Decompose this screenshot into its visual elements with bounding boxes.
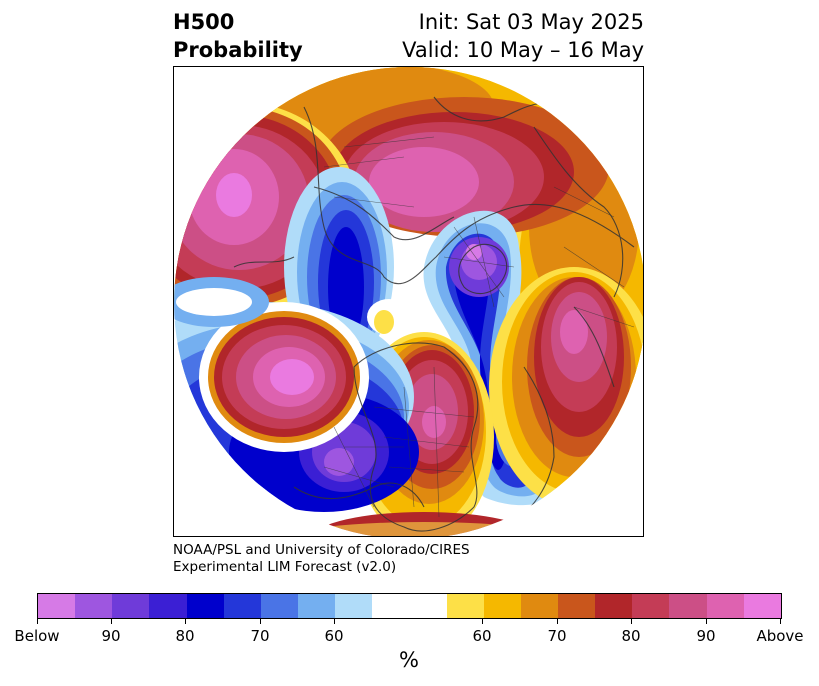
neutral-patch-left [176, 288, 252, 316]
colorbar-units-label: % [399, 648, 419, 672]
colorbar-segment [149, 594, 187, 618]
polar-map [173, 66, 644, 537]
above-anomaly-arctic [319, 97, 609, 237]
colorbar-tick [557, 619, 558, 624]
colorbar-tick [706, 619, 707, 624]
map-title: H500 [173, 10, 235, 34]
colorbar-tick-label: Below [14, 627, 60, 645]
colorbar-segment [520, 594, 558, 618]
credit-line-1: NOAA/PSL and University of Colorado/CIRE… [173, 542, 470, 558]
colorbar-tick [631, 619, 632, 624]
colorbar-tick-label: 70 [547, 627, 567, 645]
colorbar-tick [334, 619, 335, 624]
colorbar-tick [260, 619, 261, 624]
colorbar-segment [743, 594, 781, 618]
colorbar-segment [223, 594, 261, 618]
above-anomaly-left [199, 302, 369, 452]
colorbar-tick-label: 70 [250, 627, 270, 645]
colorbar [37, 593, 782, 619]
colorbar-tick-label: Above [756, 627, 804, 645]
colorbar-segment [372, 594, 410, 618]
above-anomaly-right [489, 267, 643, 507]
warm-patch [374, 310, 394, 334]
colorbar-segment [186, 594, 224, 618]
colorbar-tick [37, 619, 38, 624]
colorbar-tick [111, 619, 112, 624]
colorbar-tick-label: 90 [101, 627, 121, 645]
colorbar-tick [482, 619, 483, 624]
borders [323, 136, 635, 518]
colorbar-tick [780, 619, 781, 624]
colorbar-tick-label: 80 [175, 627, 195, 645]
colorbar-segment [260, 594, 298, 618]
map-subtitle: Probability [173, 38, 303, 62]
colorbar-segment [297, 594, 336, 618]
colorbar-segment [446, 594, 484, 618]
colorbar-tick [185, 619, 186, 624]
colorbar-segment [75, 594, 113, 618]
colorbar-segment [483, 594, 521, 618]
colorbar-segment [595, 594, 633, 618]
colorbar-tick-label: 60 [472, 627, 492, 645]
probability-field [174, 67, 643, 536]
colorbar-segment [669, 594, 707, 618]
colorbar-segment [38, 594, 76, 618]
colorbar-tick-label: 60 [324, 627, 344, 645]
credit-line-2: Experimental LIM Forecast (v2.0) [173, 559, 397, 575]
colorbar-segment [409, 594, 447, 618]
init-date-label: Init: Sat 03 May 2025 [418, 10, 644, 34]
colorbar-tick-label: 90 [696, 627, 716, 645]
colorbar-segment [335, 594, 373, 618]
colorbar-segment [706, 594, 744, 618]
colorbar-tick-label: 80 [621, 627, 641, 645]
colorbar-segment [112, 594, 150, 618]
valid-range-label: Valid: 10 May – 16 May [402, 38, 644, 62]
colorbar-segment [632, 594, 670, 618]
colorbar-segment [557, 594, 596, 618]
